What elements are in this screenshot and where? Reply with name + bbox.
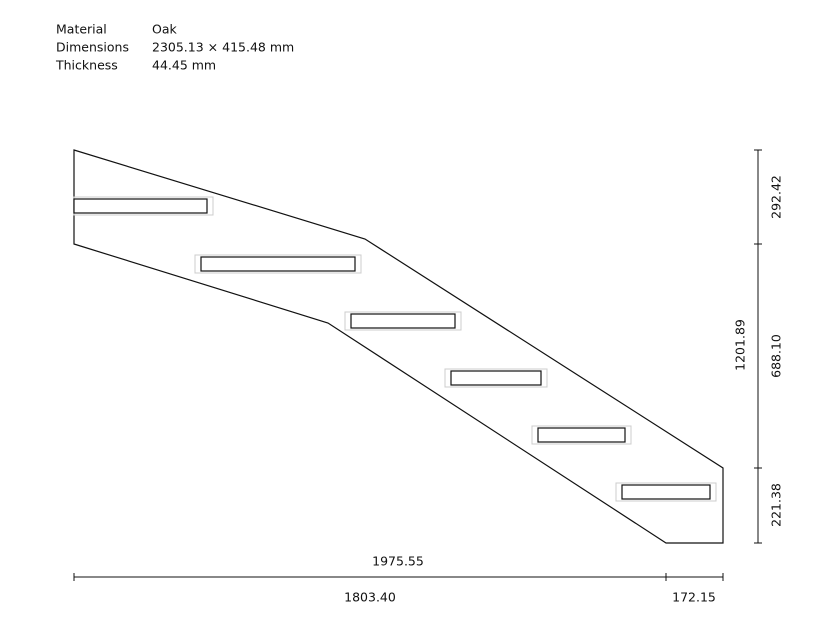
- dimension-label: 1803.40: [344, 590, 396, 605]
- dimension-label: 221.38: [769, 483, 784, 527]
- bottom-dimension: [73, 573, 724, 581]
- value: 44.45 mm: [152, 58, 216, 73]
- value: Oak: [152, 22, 177, 37]
- dimension-label: 688.10: [769, 334, 784, 378]
- value: 2305.13 × 415.48 mm: [152, 40, 294, 55]
- slots: [73, 196, 717, 502]
- label: Thickness: [55, 58, 118, 73]
- dimension-label: 292.42: [769, 175, 784, 219]
- dimension-label: 172.15: [672, 590, 716, 605]
- label: Dimensions: [56, 40, 129, 55]
- right-dimension: [754, 149, 762, 544]
- label: Material: [56, 22, 107, 37]
- dimension-label: 1975.55: [372, 554, 424, 569]
- dimension-label: 1201.89: [733, 319, 748, 371]
- stringer: [73, 149, 724, 544]
